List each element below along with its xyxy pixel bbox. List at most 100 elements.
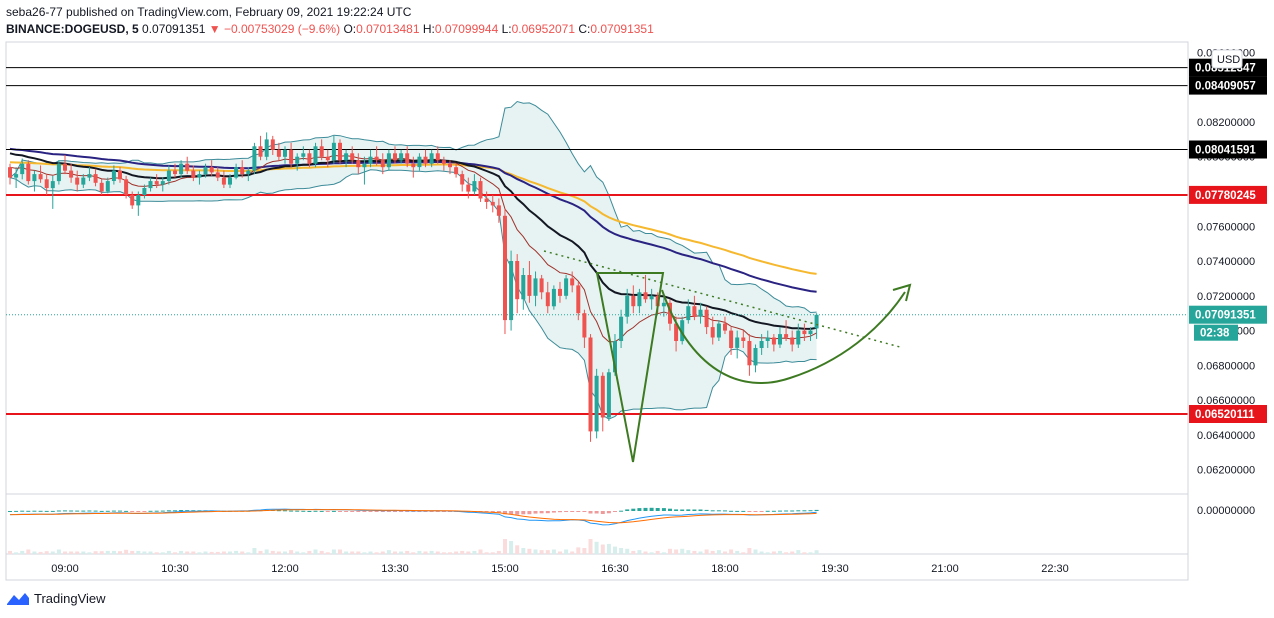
macd-hist-bar [649,507,654,511]
volume-bar [399,551,404,554]
candle-body [698,309,703,317]
volume-bar [63,551,67,554]
candle-body [741,337,746,341]
macd-hist-bar [14,510,19,512]
macd-hist-bar [136,511,141,512]
volume-bar [625,548,630,554]
volume-bar [674,549,679,555]
time-tick-label: 13:30 [381,563,409,575]
volume-bar [710,550,715,555]
volume-bar [716,550,721,554]
volume-bar [576,547,581,555]
candle-body [704,309,709,328]
time-tick-label: 16:30 [601,563,629,575]
macd-hist-bar [81,510,86,512]
price-tick-label: 0.06200000 [1197,465,1255,477]
macd-hist-bar [509,511,514,515]
candle-body [185,163,190,171]
volume-bar [319,550,324,555]
candle-body [649,295,654,300]
volume-bar [14,552,19,555]
volume-bar [515,545,520,554]
macd-hist-bar [808,510,813,512]
candle-body [802,330,807,335]
macd-hist-bar [619,510,624,512]
candle-body [558,288,562,296]
volume-bar [545,550,550,554]
macd-hist-bar [173,510,177,512]
currency-badge: USD [1217,54,1240,66]
macd-hist-bar [313,510,318,512]
candle-body [466,184,471,192]
macd-hist-bar [570,511,575,512]
volume-bar [50,551,55,554]
volume-bar [503,539,507,554]
volume-bar [75,551,80,554]
volume-bar [570,551,575,554]
macd-hist-bar [698,509,703,511]
macd-hist-bar [551,511,556,513]
footer-brand[interactable]: TradingView [6,591,106,606]
volume-bar [124,549,129,554]
footer-brand-label: TradingView [34,591,106,606]
candle-body [710,327,715,338]
volume-bar [203,551,208,554]
macd-hist-bar [533,511,538,514]
candle-body [69,170,74,178]
macd-signal-line [10,509,817,524]
candle-body [771,337,776,345]
volume-bar [307,550,312,554]
volume-bar [38,551,43,554]
candle-body [142,188,147,195]
candle-body [130,195,135,206]
candle-body [75,177,80,185]
candle-body [270,139,275,150]
macd-hist-bar [179,510,184,511]
volume-bar [240,551,245,554]
macd-hist-bar [441,511,446,512]
macd-hist-bar [655,508,660,511]
candle-body [93,174,98,183]
volume-bar [105,550,110,555]
candles-group [8,132,819,442]
level-tag-2: 0.08041591 [1195,145,1256,157]
candle-body [613,341,617,373]
macd-hist-bar [111,510,116,512]
candle-body [796,330,801,345]
time-tick-label: 10:30 [161,563,189,575]
volume-bar [215,551,220,554]
candle-body [735,337,740,348]
candle-body [8,167,12,178]
candle-body [527,275,532,296]
macd-hist-bar [319,510,324,512]
level-tag-4-bg [1189,405,1267,423]
volume-bar [765,552,770,554]
volume-bar [368,551,373,554]
time-tick-label: 19:30 [821,563,849,575]
candle-body [350,153,355,161]
bollinger-upper [9,100,817,314]
candle-body [215,172,220,178]
macd-hist-bar [790,510,795,512]
macd-hist-bar [716,510,721,512]
macd-hist-bar [325,511,330,512]
candle-body [435,153,440,161]
macd-hist-bar [582,511,587,512]
volume-bar [454,551,459,554]
volume-bar [698,551,703,554]
macd-hist-bar [368,511,373,512]
volume-bar [356,551,361,554]
volume-bar [771,551,776,554]
volume-bar [56,549,61,555]
volume-bar [808,552,813,555]
volume-bar [81,551,86,554]
candle-body [301,153,306,157]
volume-group [8,539,819,555]
volume-bar [704,549,709,555]
candle-body [496,205,501,216]
candle-body [14,174,19,178]
volume-bar [234,550,239,555]
candle-body [417,156,422,168]
candle-body [790,337,795,345]
